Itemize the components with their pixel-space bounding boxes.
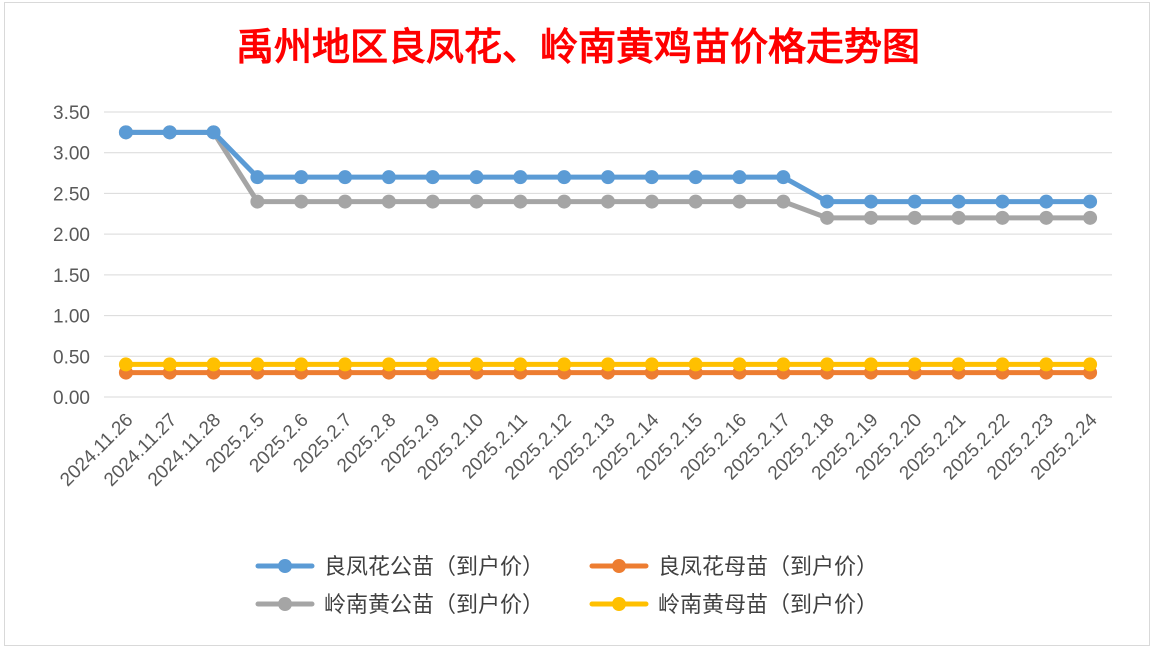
data-point bbox=[162, 357, 177, 372]
data-point bbox=[338, 194, 353, 209]
data-point bbox=[951, 210, 966, 225]
data-point bbox=[820, 194, 835, 209]
legend-marker bbox=[612, 559, 626, 573]
data-point bbox=[557, 357, 572, 372]
series-0 bbox=[118, 125, 1098, 209]
legend-marker bbox=[278, 559, 292, 573]
data-point bbox=[863, 194, 878, 209]
data-point bbox=[601, 357, 615, 372]
data-point bbox=[469, 194, 484, 209]
data-point bbox=[250, 170, 265, 185]
data-point bbox=[118, 125, 133, 140]
data-point bbox=[557, 170, 572, 185]
data-point bbox=[732, 357, 747, 372]
data-point bbox=[513, 357, 528, 372]
data-point bbox=[338, 170, 353, 185]
data-point bbox=[162, 125, 177, 140]
data-point bbox=[951, 357, 966, 372]
series-line bbox=[123, 129, 1093, 205]
y-axis-labels: 0.00 0.50 1.00 1.50 2.00 2.50 3.00 3.50 bbox=[53, 103, 90, 409]
data-point bbox=[995, 194, 1010, 209]
data-point bbox=[338, 357, 353, 372]
data-point bbox=[425, 194, 440, 209]
data-point bbox=[513, 194, 528, 209]
legend-item: 良凤花母苗（到户价） bbox=[589, 555, 878, 580]
data-point bbox=[425, 357, 440, 372]
data-point bbox=[1083, 194, 1098, 209]
legend-label: 良凤花公苗（到户价） bbox=[324, 555, 544, 580]
chart-frame bbox=[4, 2, 1150, 646]
series-3 bbox=[118, 357, 1098, 372]
data-point bbox=[381, 194, 396, 209]
data-point bbox=[601, 170, 615, 185]
chart-title: 禹州地区良凤花、岭南黄鸡苗价格走势图 bbox=[236, 24, 920, 69]
legend-marker bbox=[612, 597, 626, 611]
data-point bbox=[557, 194, 572, 209]
y-tick-label: 2.50 bbox=[53, 184, 90, 205]
legend-label: 岭南黄母苗（到户价） bbox=[658, 593, 878, 618]
series-layer bbox=[118, 125, 1098, 380]
data-point bbox=[294, 357, 309, 372]
data-point bbox=[776, 194, 791, 209]
data-point bbox=[425, 170, 440, 185]
data-point bbox=[688, 170, 703, 185]
data-point bbox=[688, 194, 703, 209]
data-point bbox=[776, 357, 791, 372]
data-point bbox=[907, 357, 922, 372]
legend-label: 岭南黄公苗（到户价） bbox=[324, 593, 544, 618]
legend-marker bbox=[278, 597, 292, 611]
y-tick-label: 3.00 bbox=[53, 144, 90, 165]
data-point bbox=[1083, 357, 1098, 372]
data-point bbox=[820, 357, 835, 372]
data-point bbox=[206, 357, 221, 372]
data-point bbox=[250, 194, 265, 209]
data-point bbox=[469, 357, 484, 372]
legend-label: 良凤花母苗（到户价） bbox=[658, 555, 878, 580]
data-point bbox=[995, 357, 1010, 372]
y-tick-label: 0.50 bbox=[53, 347, 90, 368]
data-point bbox=[381, 357, 396, 372]
legend-item: 岭南黄公苗（到户价） bbox=[255, 593, 544, 618]
legend: 良凤花公苗（到户价） 良凤花母苗（到户价） 岭南黄公苗（到户价） 岭南黄母苗（到户价） bbox=[255, 555, 878, 618]
data-point bbox=[294, 194, 309, 209]
data-point bbox=[863, 210, 878, 225]
data-point bbox=[118, 357, 133, 372]
y-tick-label: 1.50 bbox=[53, 266, 90, 287]
y-tick-label: 1.00 bbox=[53, 307, 90, 328]
data-point bbox=[863, 357, 878, 372]
grid-layer bbox=[104, 111, 1112, 398]
data-point bbox=[820, 210, 835, 225]
data-point bbox=[250, 357, 265, 372]
y-tick-label: 2.00 bbox=[53, 225, 90, 246]
data-point bbox=[732, 170, 747, 185]
data-point bbox=[206, 125, 221, 140]
y-tick-label: 3.50 bbox=[53, 103, 90, 124]
data-point bbox=[776, 170, 791, 185]
data-point bbox=[907, 194, 922, 209]
data-point bbox=[381, 170, 396, 185]
y-tick-label: 0.00 bbox=[53, 388, 90, 409]
legend-item: 良凤花公苗（到户价） bbox=[255, 555, 544, 580]
data-point bbox=[995, 210, 1010, 225]
data-point bbox=[1083, 210, 1098, 225]
data-point bbox=[469, 170, 484, 185]
data-point bbox=[1039, 210, 1054, 225]
data-point bbox=[907, 210, 922, 225]
data-point bbox=[601, 194, 615, 209]
data-point bbox=[513, 170, 528, 185]
x-axis-labels: 2024.11.262024.11.272024.11.282025.2.520… bbox=[56, 409, 1102, 490]
data-point bbox=[1039, 194, 1054, 209]
data-point bbox=[732, 194, 747, 209]
data-point bbox=[951, 194, 966, 209]
data-point bbox=[644, 194, 659, 209]
data-point bbox=[644, 357, 659, 372]
data-point bbox=[688, 357, 703, 372]
data-point bbox=[644, 170, 659, 185]
data-point bbox=[1039, 357, 1054, 372]
legend-item: 岭南黄母苗（到户价） bbox=[589, 593, 878, 618]
data-point bbox=[294, 170, 309, 185]
